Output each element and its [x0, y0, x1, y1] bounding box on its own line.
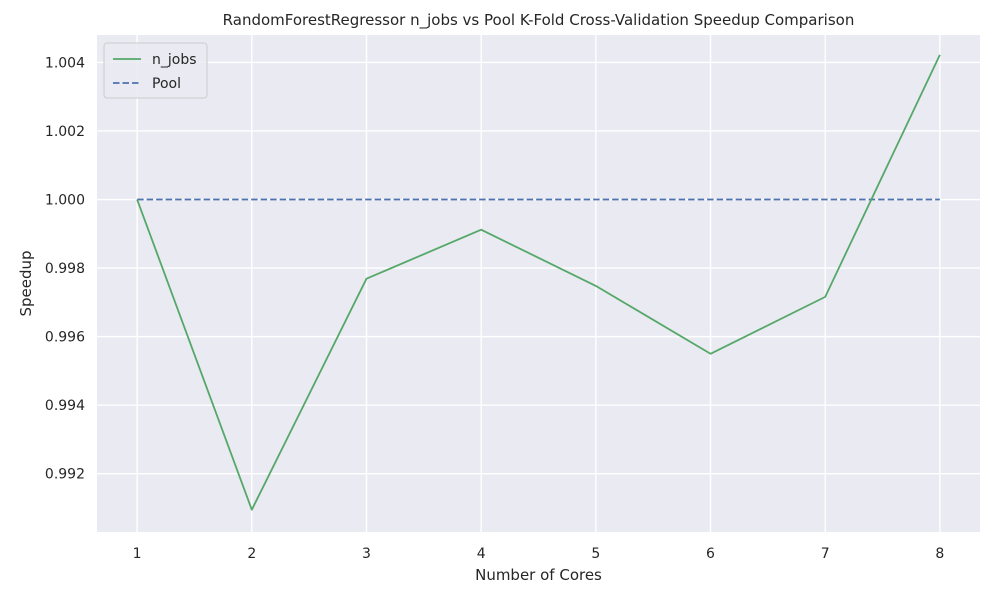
chart-title: RandomForestRegressor n_jobs vs Pool K-F… — [223, 11, 855, 30]
legend-label: Pool — [152, 76, 181, 92]
x-tick-label: 5 — [591, 546, 600, 562]
x-tick-label: 7 — [821, 546, 830, 562]
tick-labels: 1 2 3 4 5 6 7 8 0.992 0.994 0.996 0.998 1.000 1.002 1.… — [45, 55, 944, 562]
x-tick-label: 3 — [362, 546, 371, 562]
x-tick-label: 8 — [935, 546, 944, 562]
y-tick-label: 0.998 — [45, 261, 85, 277]
legend-label: n_jobs — [152, 52, 197, 68]
y-tick-label: 1.000 — [45, 193, 85, 209]
y-tick-label: 0.992 — [45, 467, 85, 483]
x-tick-label: 1 — [133, 546, 142, 562]
legend-frame — [103, 42, 208, 99]
plot-area — [97, 35, 980, 532]
y-tick-label: 1.002 — [45, 124, 85, 140]
x-tick-label: 4 — [477, 546, 486, 562]
y-tick-label: 0.996 — [45, 330, 85, 346]
legend: n_jobs Pool — [103, 42, 208, 99]
y-tick-label: 1.004 — [45, 55, 85, 71]
y-axis-label: Speedup — [17, 250, 35, 316]
y-tick-label: 0.994 — [45, 398, 85, 414]
x-tick-label: 6 — [706, 546, 715, 562]
series-line-n-jobs — [136, 54, 941, 511]
series-lines — [136, 54, 941, 511]
x-tick-label: 2 — [247, 546, 256, 562]
grid-lines — [97, 35, 980, 532]
x-axis-label: Number of Cores — [475, 566, 602, 584]
